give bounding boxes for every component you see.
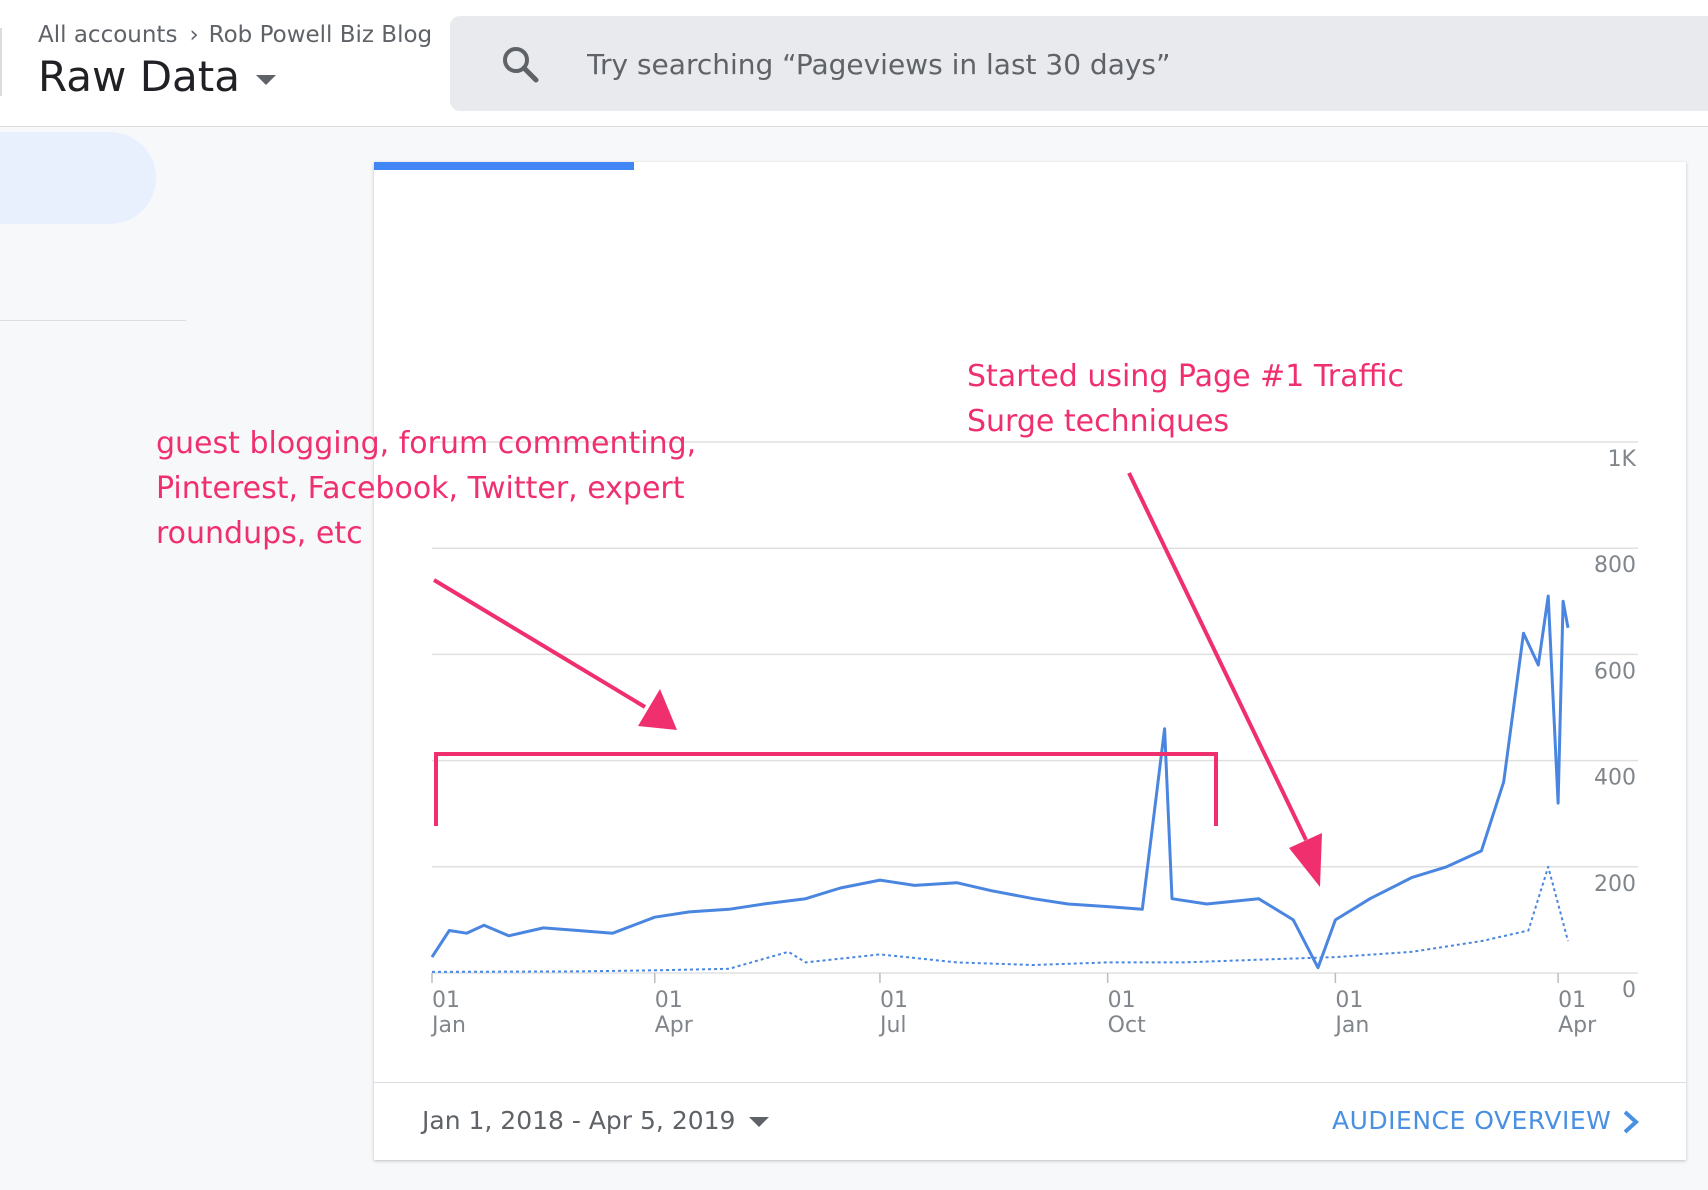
x-tick-day: 01 (1558, 988, 1586, 1013)
annotation-left-text: Pinterest, Facebook, Twitter, expert (156, 471, 685, 506)
nav-edge (0, 28, 2, 96)
breadcrumb-account[interactable]: Rob Powell Biz Blog (208, 22, 433, 48)
annotation-arrowhead-left (638, 689, 677, 730)
chevron-right-icon: › (189, 22, 199, 48)
y-tick-label: 200 (1594, 872, 1636, 897)
series-line-solid (430, 594, 1570, 970)
search-input[interactable] (585, 41, 1489, 87)
annotation-arrowhead-right (1289, 833, 1322, 887)
annotation-arrow-right (1127, 472, 1308, 841)
top-bar: All accounts › Rob Powell Biz Blog Raw Dat… (0, 0, 1708, 127)
x-tick-day: 01 (880, 988, 908, 1013)
sidebar-item-active[interactable] (0, 132, 156, 224)
audience-overview-link[interactable]: AUDIENCE OVERVIEW (1332, 1106, 1612, 1135)
page-title: Raw Data (38, 52, 240, 101)
overview-card: Jan 1, 2018 - Apr 5, 2019 AUDIENCE OVERV… (374, 162, 1686, 1160)
search-bar[interactable] (450, 16, 1708, 111)
breadcrumb-root[interactable]: All accounts (38, 22, 178, 48)
y-tick-label: 0 (1622, 978, 1636, 1003)
x-tick-day: 01 (655, 988, 683, 1013)
annotation-left-text: roundups, etc (156, 516, 363, 551)
chevron-right-icon[interactable] (1616, 1106, 1646, 1138)
breadcrumb: All accounts › Rob Powell Biz Blog (38, 22, 432, 48)
y-tick-label: 1K (1608, 447, 1637, 472)
x-tick-month: Apr (1558, 1013, 1597, 1038)
card-active-tab-indicator (374, 162, 634, 170)
x-tick-day: 01 (432, 988, 460, 1013)
x-tick-month: Jul (878, 1013, 907, 1038)
view-selector[interactable]: Raw Data (38, 52, 276, 101)
annotation-bracket (434, 752, 1218, 826)
annotation-right-text: Started using Page #1 Traffic (967, 359, 1404, 394)
annotation-right-text: Surge techniques (967, 404, 1229, 439)
date-range-selector[interactable]: Jan 1, 2018 - Apr 5, 2019 (422, 1106, 770, 1135)
x-tick-month: Jan (1333, 1013, 1369, 1038)
caret-down-icon (749, 1117, 770, 1127)
date-range-label: Jan 1, 2018 - Apr 5, 2019 (422, 1106, 736, 1135)
card-footer-divider (374, 1082, 1686, 1083)
series-line-dotted (431, 865, 1569, 973)
y-tick-label: 400 (1594, 766, 1636, 791)
x-tick-month: Apr (655, 1013, 694, 1038)
x-tick-day: 01 (1108, 988, 1136, 1013)
y-tick-label: 600 (1594, 659, 1636, 684)
x-tick-month: Oct (1108, 1013, 1146, 1038)
x-tick-month: Jan (430, 1013, 466, 1038)
annotation-left-text: guest blogging, forum commenting, (156, 426, 696, 461)
x-tick-day: 01 (1335, 988, 1363, 1013)
search-icon (503, 47, 539, 83)
sidebar-divider (0, 320, 186, 321)
y-tick-label: 800 (1594, 553, 1636, 578)
caret-down-icon (255, 74, 276, 85)
annotation-arrow-left (432, 578, 647, 709)
